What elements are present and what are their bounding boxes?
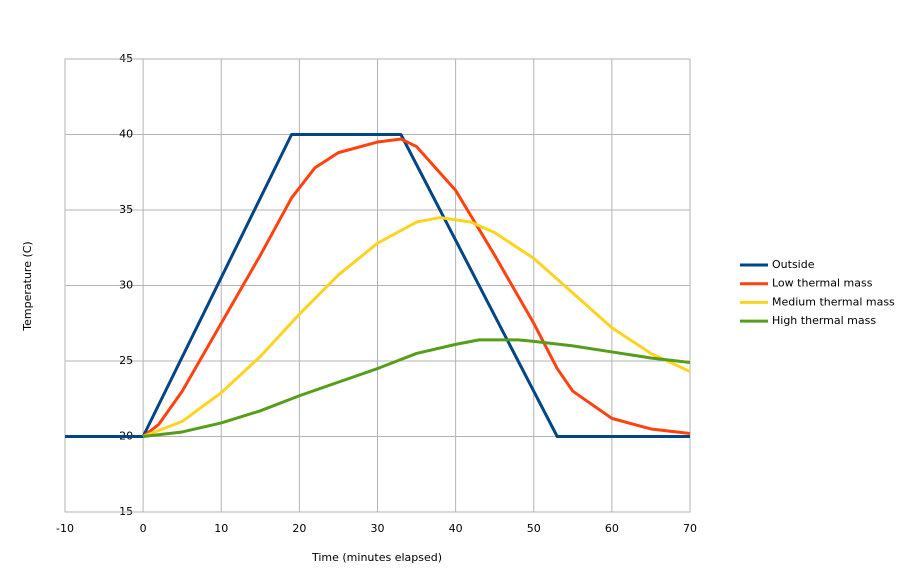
y-tick-label: 40 — [119, 128, 133, 141]
series-line — [142, 338, 691, 438]
y-tick-label: 35 — [119, 203, 133, 216]
x-tick-label: 60 — [605, 522, 619, 535]
y-tick-label: 30 — [119, 279, 133, 292]
plot-border — [64, 58, 691, 513]
x-tick-label: 50 — [527, 522, 541, 535]
legend-label: Low thermal mass — [772, 277, 873, 290]
y-tick-label: 25 — [119, 354, 133, 367]
series-line — [142, 216, 691, 438]
legend-label: Outside — [772, 258, 815, 271]
series-line — [65, 133, 690, 438]
x-tick-label: 10 — [214, 522, 228, 535]
x-tick-label: 0 — [140, 522, 147, 535]
x-axis-title: Time (minutes elapsed) — [311, 551, 442, 564]
x-tick-label: -10 — [56, 522, 74, 535]
x-tick-label: 30 — [371, 522, 385, 535]
legend-label: Medium thermal mass — [772, 295, 895, 308]
x-tick-label: 20 — [292, 522, 306, 535]
x-tick-label: 40 — [449, 522, 463, 535]
series-line — [142, 137, 691, 438]
legend-label: High thermal mass — [772, 314, 876, 327]
x-tick-label: 70 — [683, 522, 697, 535]
y-axis-title: Temperature (C) — [21, 241, 34, 331]
